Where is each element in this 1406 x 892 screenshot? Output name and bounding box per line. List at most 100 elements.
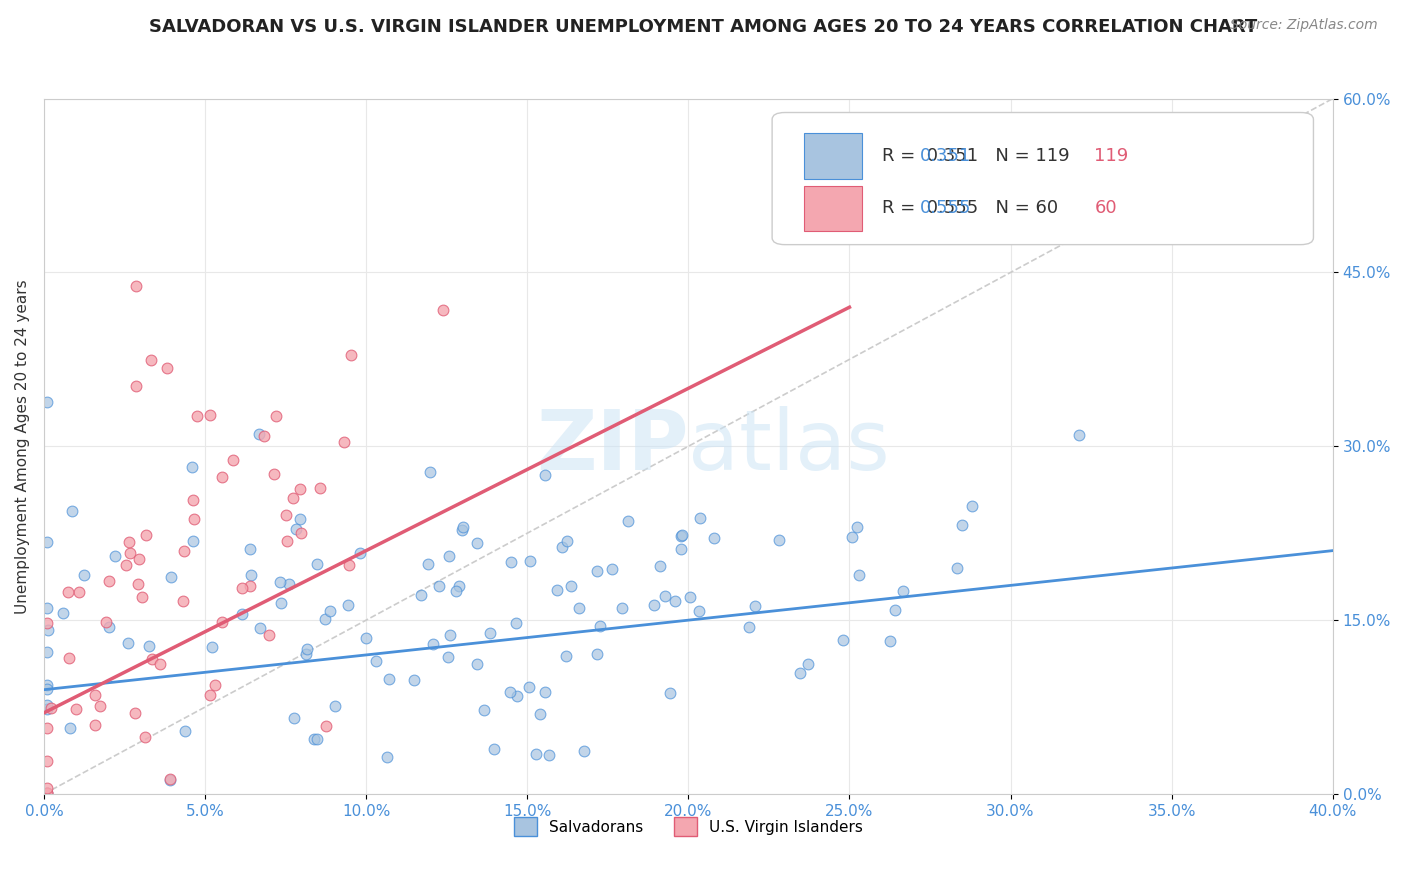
Point — [533, 468, 555, 483]
Text: 0.555: 0.555 — [921, 199, 972, 217]
Text: 0.351: 0.351 — [921, 146, 972, 165]
Point — [231, 581, 253, 595]
Point — [451, 523, 474, 537]
Point — [789, 666, 811, 681]
Point — [120, 546, 142, 560]
Point — [288, 512, 311, 526]
Point — [200, 640, 222, 654]
Point — [437, 650, 460, 665]
Point — [669, 529, 692, 543]
Point — [160, 570, 183, 584]
Point — [340, 348, 363, 362]
Point — [181, 460, 204, 475]
Bar — [804, 134, 862, 178]
Point — [127, 577, 149, 591]
Point — [659, 686, 682, 700]
Point — [65, 702, 87, 716]
Point — [612, 601, 634, 615]
Point — [744, 599, 766, 613]
Point — [149, 657, 172, 672]
Point — [117, 636, 139, 650]
Point — [231, 607, 253, 621]
Point — [274, 508, 297, 522]
Point — [173, 544, 195, 558]
Point — [37, 786, 59, 800]
Point — [128, 552, 150, 566]
Point — [354, 631, 377, 645]
Point — [249, 621, 271, 635]
Point — [37, 786, 59, 800]
Point — [679, 591, 702, 605]
Point — [848, 568, 870, 582]
Point — [159, 773, 181, 788]
Point — [181, 533, 204, 548]
Point — [654, 589, 676, 603]
Text: ZIP: ZIP — [536, 406, 689, 487]
Point — [315, 719, 337, 733]
Point — [416, 557, 439, 571]
Point — [59, 721, 82, 735]
Point — [259, 628, 281, 642]
Point — [797, 657, 820, 671]
Point — [832, 632, 855, 647]
Point — [222, 453, 245, 467]
Point — [883, 603, 905, 617]
Point — [247, 427, 270, 442]
Point — [307, 732, 329, 747]
Point — [671, 541, 693, 556]
Point — [337, 558, 360, 572]
Point — [51, 607, 73, 621]
Point — [135, 528, 157, 542]
Point — [451, 520, 474, 534]
Point — [738, 620, 761, 634]
Point — [419, 465, 441, 479]
Point — [555, 533, 578, 548]
Point — [104, 549, 127, 564]
Point — [264, 409, 287, 423]
Point — [333, 435, 356, 450]
Legend: Salvadorans, U.S. Virgin Islanders: Salvadorans, U.S. Virgin Islanders — [508, 811, 869, 842]
Point — [323, 699, 346, 714]
Point — [437, 549, 460, 563]
Point — [125, 379, 148, 393]
Point — [534, 685, 557, 699]
Point — [364, 654, 387, 668]
Point — [295, 647, 318, 661]
Point — [159, 772, 181, 786]
Point — [141, 652, 163, 666]
Point — [538, 747, 561, 762]
Text: Source: ZipAtlas.com: Source: ZipAtlas.com — [1230, 18, 1378, 32]
Point — [276, 534, 298, 549]
Point — [58, 651, 80, 665]
Point — [560, 578, 582, 592]
Point — [671, 528, 693, 542]
Point — [617, 514, 640, 528]
Text: SALVADORAN VS U.S. VIRGIN ISLANDER UNEMPLOYMENT AMONG AGES 20 TO 24 YEARS CORREL: SALVADORAN VS U.S. VIRGIN ISLANDER UNEMP… — [149, 18, 1257, 36]
Point — [841, 530, 863, 544]
Point — [337, 598, 360, 612]
Point — [138, 639, 160, 653]
Point — [73, 568, 96, 582]
Bar — [804, 186, 862, 231]
Point — [546, 583, 568, 598]
Point — [125, 279, 148, 293]
Point — [37, 786, 59, 800]
Point — [568, 600, 591, 615]
Point — [134, 730, 156, 744]
Point — [422, 636, 444, 650]
Point — [60, 504, 83, 518]
Point — [378, 673, 401, 687]
Point — [589, 619, 612, 633]
Point — [960, 499, 983, 513]
Point — [115, 558, 138, 572]
Point — [94, 615, 117, 630]
Point — [519, 554, 541, 568]
Point — [501, 555, 523, 569]
Point — [97, 574, 120, 589]
Point — [295, 641, 318, 656]
Point — [1067, 428, 1090, 442]
Point — [56, 585, 79, 599]
Point — [439, 628, 461, 642]
Point — [211, 615, 233, 630]
Point — [302, 732, 325, 747]
